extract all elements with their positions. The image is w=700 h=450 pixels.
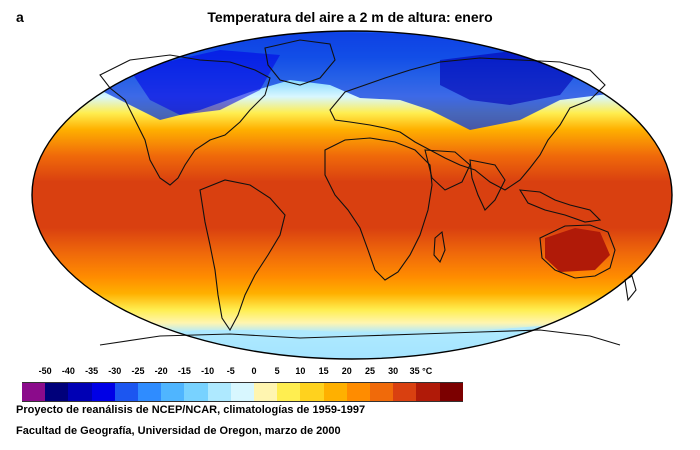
credit-line-2: Facultad de Geografía, Universidad de Or… [16, 425, 341, 437]
legend-tick-label: -30 [108, 366, 122, 376]
map-title: Temperatura del aire a 2 m de altura: en… [207, 9, 493, 25]
globe-border [31, 30, 673, 360]
coastlines [99, 39, 637, 346]
legend-tick-label: 30 [388, 366, 399, 376]
africa-outline [324, 137, 433, 281]
legend-tick-label: 5 [274, 366, 280, 376]
legend-tick-label: -20 [154, 366, 168, 376]
legend-tick-label: 20 [341, 366, 352, 376]
legend-swatch [277, 382, 301, 402]
legend-swatch [68, 382, 92, 402]
europe-asia-outline [329, 57, 606, 191]
legend-swatch [138, 382, 162, 402]
legend-swatch [300, 382, 324, 402]
legend-tick-label: -10 [201, 366, 215, 376]
legend-swatch [416, 382, 440, 402]
legend-tick-label: 35 °C [409, 366, 433, 376]
legend-swatch [45, 382, 69, 402]
color-legend: -50 -40 -35 -30 -25 -20 -15 -10 -5 0 5 10 15 20 25 30 35… [22, 366, 463, 402]
legend-tick-label: -25 [131, 366, 145, 376]
legend-swatch [91, 382, 115, 402]
india-outline [469, 159, 506, 211]
legend-swatch [439, 382, 463, 402]
antarctica-outline [99, 329, 621, 346]
australia-outline [539, 224, 616, 279]
greenland-outline [264, 39, 336, 86]
legend-tick-label: -15 [177, 366, 191, 376]
legend-tick-label: 15 [318, 366, 329, 376]
south-america-outline [199, 179, 286, 332]
credit-line-1: Proyecto de reanálisis de NCEP/NCAR, cli… [16, 404, 366, 416]
legend-swatch [22, 382, 46, 402]
legend-swatch [370, 382, 394, 402]
legend-tick-label: 10 [295, 366, 306, 376]
australia-hot-core [545, 228, 610, 272]
legend-swatch [230, 382, 254, 402]
legend-swatch [161, 382, 185, 402]
north-america-outline [99, 54, 271, 186]
legend-swatch [393, 382, 417, 402]
arabia-outline [424, 149, 471, 191]
legend-tick-label: 25 [364, 366, 376, 376]
legend-swatch [323, 382, 347, 402]
se-asia-islands-outline [518, 189, 602, 223]
legend-tick-label: 0 [251, 366, 257, 376]
legend-tick-label: -50 [38, 366, 52, 376]
legend-swatch [207, 382, 231, 402]
madagascar-outline [433, 230, 446, 264]
legend-tick-label: -40 [61, 366, 75, 376]
legend-swatch [114, 382, 138, 402]
legend-tick-label: -5 [226, 366, 235, 376]
legend-swatch [254, 382, 278, 402]
legend-swatch [346, 382, 370, 402]
legend-tick-label: -35 [85, 366, 99, 376]
panel-letter: a [16, 9, 24, 25]
legend-swatch [184, 382, 208, 402]
